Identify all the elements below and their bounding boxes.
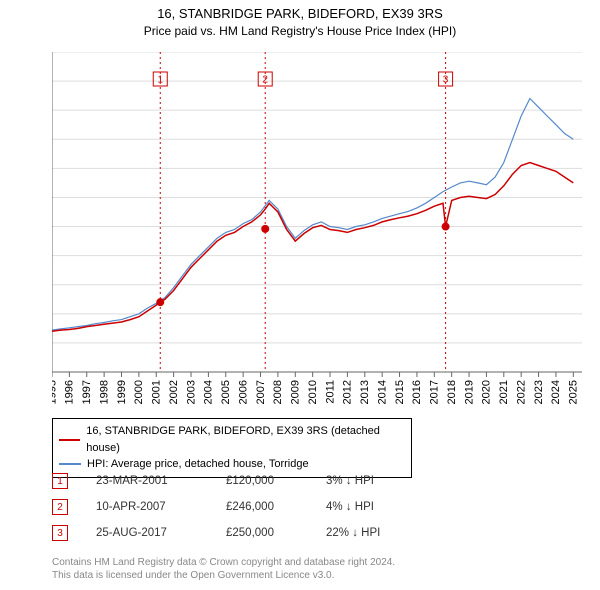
event-price: £120,000	[226, 475, 326, 487]
svg-text:2002: 2002	[168, 380, 180, 404]
svg-text:2005: 2005	[220, 380, 232, 404]
svg-text:2021: 2021	[498, 380, 510, 404]
svg-text:2011: 2011	[324, 380, 336, 404]
footer-line1: Contains HM Land Registry data © Crown c…	[52, 556, 395, 569]
svg-text:2016: 2016	[411, 380, 423, 404]
svg-text:3: 3	[443, 75, 449, 86]
event-row: 1 23-MAR-2001 £120,000 3% ↓ HPI	[52, 468, 446, 494]
svg-text:2023: 2023	[533, 380, 545, 404]
svg-text:2015: 2015	[394, 380, 406, 404]
svg-text:1995: 1995	[52, 380, 58, 404]
svg-text:2025: 2025	[568, 380, 580, 404]
legend-swatch-hpi	[59, 463, 81, 465]
event-date: 25-AUG-2017	[96, 527, 226, 539]
svg-text:2022: 2022	[515, 380, 527, 404]
chart-container: 16, STANBRIDGE PARK, BIDEFORD, EX39 3RS …	[0, 0, 600, 590]
event-price: £246,000	[226, 501, 326, 513]
event-marker-box: 3	[52, 525, 68, 541]
svg-text:2008: 2008	[272, 380, 284, 404]
event-diff: 22% ↓ HPI	[326, 527, 446, 539]
event-marker-num: 2	[57, 502, 63, 513]
event-price: £250,000	[226, 527, 326, 539]
svg-text:2010: 2010	[307, 380, 319, 404]
svg-text:1998: 1998	[98, 380, 110, 404]
svg-text:2006: 2006	[237, 380, 249, 404]
svg-text:2000: 2000	[133, 380, 145, 404]
svg-text:2013: 2013	[359, 380, 371, 404]
chart-title-line2: Price paid vs. HM Land Registry's House …	[0, 23, 600, 38]
svg-text:1: 1	[157, 75, 163, 86]
svg-text:1999: 1999	[116, 380, 128, 404]
event-date: 23-MAR-2001	[96, 475, 226, 487]
chart-title-line1: 16, STANBRIDGE PARK, BIDEFORD, EX39 3RS	[0, 0, 600, 23]
legend-row-property: 16, STANBRIDGE PARK, BIDEFORD, EX39 3RS …	[59, 423, 405, 456]
footer: Contains HM Land Registry data © Crown c…	[52, 556, 395, 582]
svg-text:2001: 2001	[151, 380, 163, 404]
event-table: 1 23-MAR-2001 £120,000 3% ↓ HPI 2 10-APR…	[52, 468, 446, 546]
svg-text:2020: 2020	[481, 380, 493, 404]
svg-text:2018: 2018	[446, 380, 458, 404]
event-marker-num: 3	[57, 528, 63, 539]
svg-text:1997: 1997	[81, 380, 93, 404]
event-marker-num: 1	[57, 476, 63, 487]
svg-text:2009: 2009	[290, 380, 302, 404]
event-marker-box: 1	[52, 473, 68, 489]
event-date: 10-APR-2007	[96, 501, 226, 513]
svg-text:2012: 2012	[342, 380, 354, 404]
svg-text:2: 2	[262, 75, 268, 86]
svg-text:2019: 2019	[463, 380, 475, 404]
svg-text:2004: 2004	[203, 380, 215, 404]
event-diff: 4% ↓ HPI	[326, 501, 446, 513]
legend-label-property: 16, STANBRIDGE PARK, BIDEFORD, EX39 3RS …	[86, 423, 405, 456]
chart-svg: £0£50K£100K£150K£200K£250K£300K£350K£400…	[52, 52, 582, 412]
svg-text:2007: 2007	[255, 380, 267, 404]
svg-text:2014: 2014	[376, 380, 388, 404]
svg-text:2003: 2003	[185, 380, 197, 404]
event-row: 3 25-AUG-2017 £250,000 22% ↓ HPI	[52, 520, 446, 546]
legend-swatch-property	[59, 439, 80, 441]
svg-text:1996: 1996	[64, 380, 76, 404]
event-diff: 3% ↓ HPI	[326, 475, 446, 487]
event-marker-box: 2	[52, 499, 68, 515]
chart-plot-area: £0£50K£100K£150K£200K£250K£300K£350K£400…	[52, 52, 582, 372]
svg-text:2017: 2017	[429, 380, 441, 404]
event-row: 2 10-APR-2007 £246,000 4% ↓ HPI	[52, 494, 446, 520]
svg-text:2024: 2024	[550, 380, 562, 404]
footer-line2: This data is licensed under the Open Gov…	[52, 569, 395, 582]
